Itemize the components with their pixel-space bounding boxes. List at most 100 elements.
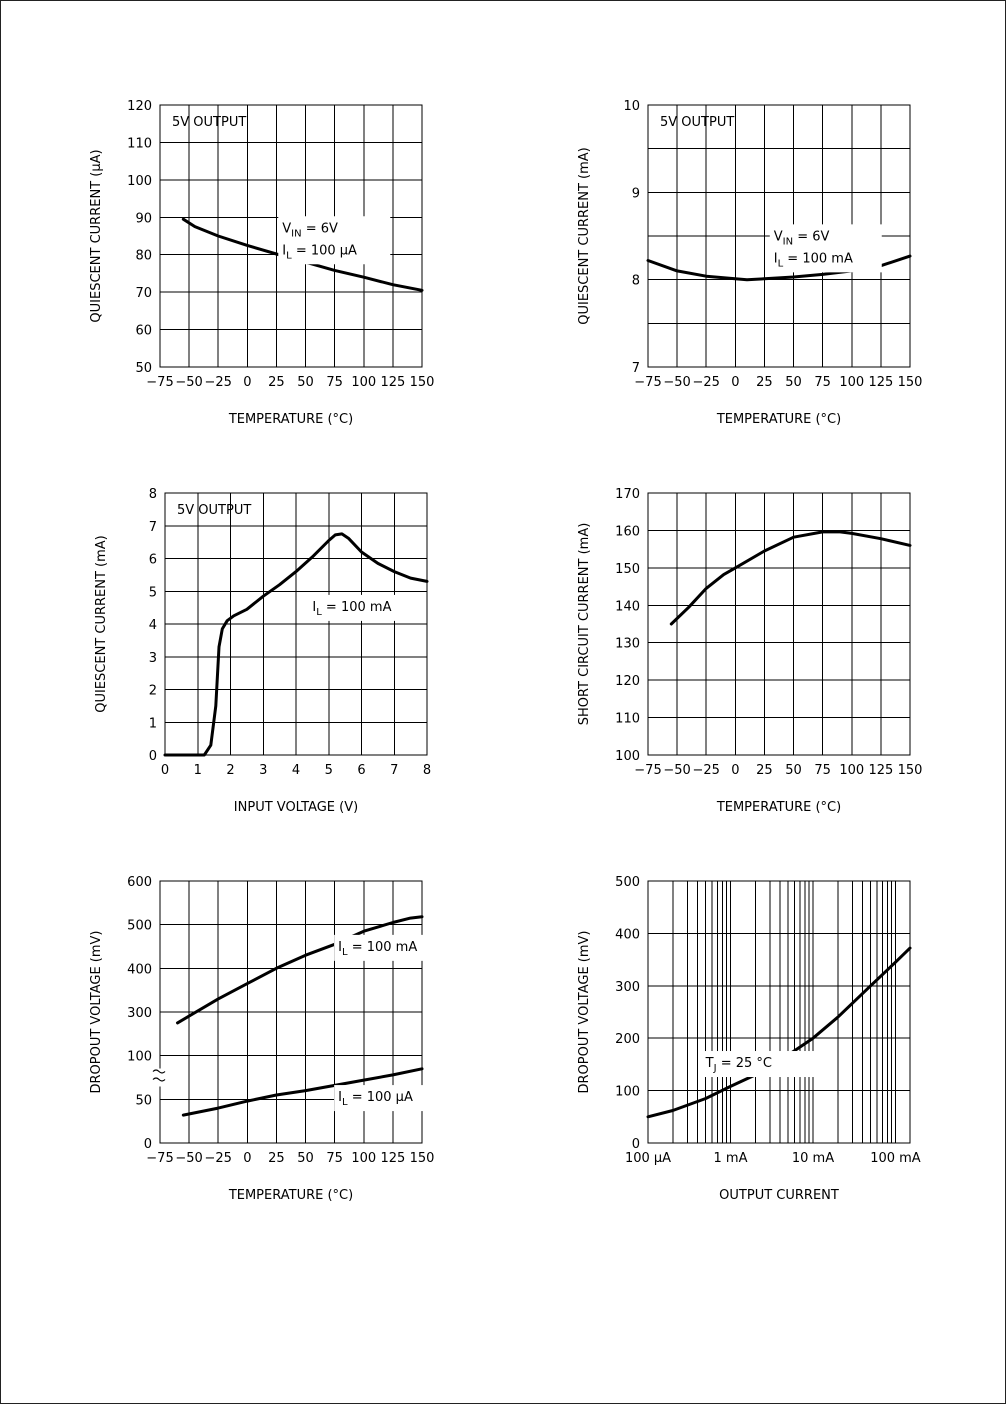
y-tick-label: 170 [615, 487, 640, 502]
x-tick-label: 50 [297, 1151, 314, 1166]
x-tick-label: 2 [226, 763, 234, 778]
y-tick-label: 160 [615, 524, 640, 539]
y-tick-label: 150 [615, 562, 640, 577]
x-tick-label: −50 [663, 375, 690, 390]
y-tick-label: 100 [615, 749, 640, 764]
plot-frame [159, 104, 423, 368]
x-tick-label: 75 [814, 763, 831, 778]
y-axis-title: SHORT CIRCUIT CURRENT (mA) [577, 523, 592, 726]
y-tick-label: 50 [135, 1093, 152, 1108]
inner-label: 5V OUTPUT [660, 115, 734, 130]
x-tick-label: 125 [868, 375, 893, 390]
x-tick-label: 50 [785, 375, 802, 390]
y-tick-label: 120 [127, 99, 152, 114]
y-tick-label: 7 [632, 361, 640, 376]
x-tick-label: −50 [663, 763, 690, 778]
x-tick-label: 150 [410, 1151, 435, 1166]
y-tick-label: 60 [135, 324, 152, 339]
annotation-text: TJ = 25 °C [705, 1056, 772, 1074]
y-tick-label: 400 [615, 927, 640, 942]
y-tick-label: 50 [135, 361, 152, 376]
y-tick-label: 90 [135, 211, 152, 226]
x-tick-label: −75 [146, 1151, 173, 1166]
x-tick-label: 50 [297, 375, 314, 390]
annotation-background [308, 594, 421, 621]
plot-frame [647, 880, 911, 1144]
annotation-text: IL = 100 mA [338, 940, 417, 958]
x-tick-label: 25 [756, 375, 773, 390]
y-tick-label: 80 [135, 249, 152, 264]
y-tick-label: 120 [615, 674, 640, 689]
x-axis-title: TEMPERATURE (°C) [228, 412, 353, 427]
x-tick-label: 6 [357, 763, 365, 778]
y-tick-label: 0 [149, 749, 157, 764]
x-tick-label: 75 [814, 375, 831, 390]
series-line [669, 530, 912, 626]
y-tick-label: 2 [149, 684, 157, 699]
x-tick-label: −75 [634, 375, 661, 390]
x-tick-label: 100 [839, 763, 864, 778]
x-axis-title: INPUT VOLTAGE (V) [234, 800, 358, 815]
annotation-text: IL = 100 μA [338, 1090, 413, 1108]
annotation-text: IL = 100 mA [774, 251, 853, 269]
y-axis-title: QUIESCENT CURRENT (mA) [577, 147, 592, 325]
y-tick-label: 100 [127, 1050, 152, 1065]
inner-label: 5V OUTPUT [177, 503, 251, 518]
x-tick-label: 3 [259, 763, 267, 778]
chart-quiescent-vs-input-voltage: 0 1 2 3 4 5 6 7 8 0 1 2 3 4 5 6 7 8 INPUT VOLTAGE (V) QUIES… [94, 487, 431, 815]
x-tick-label: 5 [325, 763, 333, 778]
x-tick-label: 0 [731, 763, 739, 778]
x-tick-label: −25 [693, 763, 720, 778]
gridlines [648, 881, 910, 1143]
y-tick-label: 140 [615, 599, 640, 614]
series-line [163, 532, 429, 757]
annotation-text: IL = 100 μA [282, 243, 357, 261]
x-tick-label: 125 [868, 763, 893, 778]
y-tick-label: 1 [149, 716, 157, 731]
annotation-background [278, 216, 391, 265]
x-tick-label: 1 [194, 763, 202, 778]
x-tick-label: 150 [898, 763, 923, 778]
x-tick-label: −25 [205, 375, 232, 390]
x-tick-label: 100 μA [625, 1151, 671, 1166]
y-axis-title: QUIESCENT CURRENT (mA) [94, 535, 109, 713]
y-tick-label: 0 [632, 1137, 640, 1152]
chart-dropout-vs-temp: −75 −50 −25 0 25 50 75 100 125 150 0 50 100 300 400 500… [89, 875, 447, 1203]
x-tick-label: 7 [390, 763, 398, 778]
y-tick-label: 110 [127, 136, 152, 151]
curve-annotation: TJ = 25 °C [701, 1051, 814, 1078]
y-axis-title: DROPOUT VOLTAGE (mV) [577, 930, 592, 1093]
plot-frame [159, 880, 423, 1144]
x-tick-label: 100 [351, 1151, 376, 1166]
x-tick-label: 100 [351, 375, 376, 390]
x-tick-label: −25 [205, 1151, 232, 1166]
y-tick-label: 0 [144, 1137, 152, 1152]
y-tick-label: 500 [127, 919, 152, 934]
chart-short-circuit-current: −75 −50 −25 0 25 50 75 100 125 150 100 110 120 130 140… [577, 487, 923, 815]
y-tick-label: 100 [127, 174, 152, 189]
curve-annotation: VIN = 6V IL = 100 mA [769, 224, 882, 273]
x-tick-label: 150 [410, 375, 435, 390]
annotation-background [334, 1085, 447, 1112]
x-tick-label: 150 [898, 375, 923, 390]
series-line [181, 1067, 424, 1117]
chart-quiescent-vs-temp-ua: −75 −50 −25 0 25 50 75 100 125 150 50 60 70 80 90 100 11… [89, 99, 435, 427]
curve-annotation: IL = 100 mA [308, 594, 421, 621]
x-tick-label: 10 mA [792, 1151, 834, 1166]
y-tick-label: 5 [149, 585, 157, 600]
y-tick-label: 300 [615, 980, 640, 995]
annotation-text: VIN = 6V [282, 221, 338, 239]
plot-frame [164, 492, 428, 756]
x-tick-label: 0 [243, 375, 251, 390]
y-tick-label: 110 [615, 712, 640, 727]
gridlines [648, 493, 910, 755]
x-tick-label: 25 [756, 763, 773, 778]
curve-annotation: IL = 100 μA [334, 1085, 447, 1112]
plot-frame [647, 492, 911, 756]
x-tick-label: 50 [785, 763, 802, 778]
chart-dropout-vs-output-current: 100 μA 1 mA 10 mA 100 mA 0 100 200 300 400 500 OUT… [577, 875, 921, 1203]
chart-quiescent-vs-temp-ma: −75 −50 −25 0 25 50 75 100 125 150 7 8 9 10 TEMPERATUR… [577, 99, 923, 427]
y-tick-label: 100 [615, 1085, 640, 1100]
x-axis-title: TEMPERATURE (°C) [716, 800, 841, 815]
gridlines [648, 105, 910, 367]
